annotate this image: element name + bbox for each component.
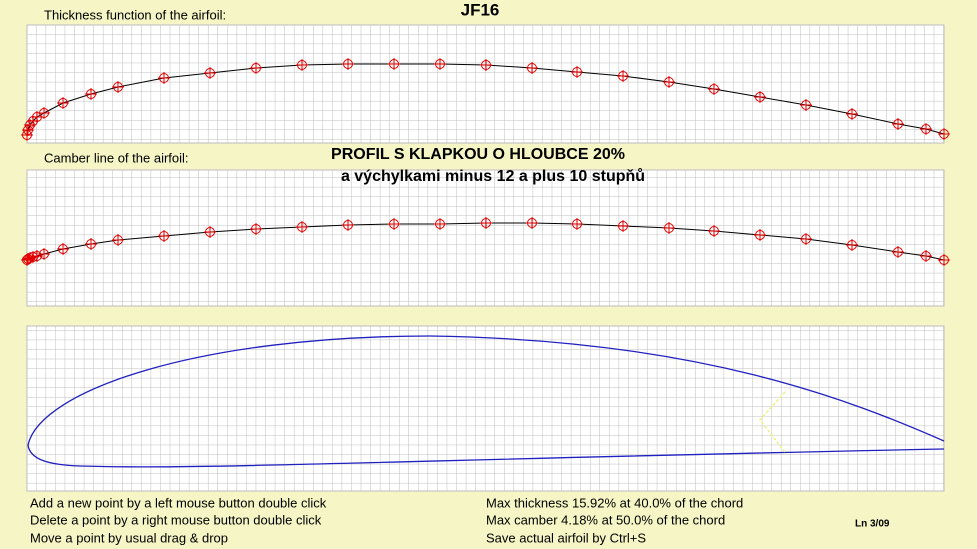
- thickness-point-cross: [296, 59, 308, 71]
- camber-point-cross: [800, 233, 812, 245]
- thickness-point-cross: [920, 123, 932, 135]
- thickness-point-cross: [204, 67, 216, 79]
- thickness-point-cross: [480, 59, 492, 71]
- help-text: Add a new point by a left mouse button d…: [30, 495, 327, 510]
- camber-point-cross: [480, 217, 492, 229]
- annotation: PROFIL S KLAPKOU O HLOUBCE 20%: [331, 146, 625, 163]
- flap-line: [759, 391, 786, 453]
- thickness-point-cross: [846, 108, 858, 120]
- camber-point-cross: [663, 222, 675, 234]
- thickness-point-cross: [85, 88, 97, 100]
- help-text: Delete a point by a right mouse button d…: [30, 512, 322, 527]
- camber-point-cross: [204, 226, 216, 238]
- camber-point-cross: [296, 221, 308, 233]
- thickness-point-cross: [158, 72, 170, 84]
- thickness-point-cross: [938, 128, 950, 140]
- airfoil-outline: [27, 335, 945, 468]
- thickness-point-cross: [57, 97, 69, 109]
- thickness-point-cross: [250, 62, 262, 74]
- stat-text: Save actual airfoil by Ctrl+S: [486, 530, 646, 545]
- camber-point-cross: [57, 243, 69, 255]
- camber-point-cross: [846, 239, 858, 251]
- thickness-point-cross: [342, 58, 354, 70]
- camber-point-cross: [85, 238, 97, 250]
- help-text: Move a point by usual drag & drop: [30, 530, 228, 545]
- camber-point-cross: [754, 229, 766, 241]
- thickness-point-cross: [22, 124, 34, 136]
- camber-point-cross: [22, 253, 34, 265]
- thickness-point-cross: [21, 129, 33, 141]
- camber-point-cross: [38, 248, 50, 260]
- camber-point-cross: [617, 220, 629, 232]
- camber-point-cross: [342, 219, 354, 231]
- thickness-point-cross: [754, 91, 766, 103]
- stat-text: Max thickness 15.92% at 40.0% of the cho…: [486, 495, 743, 510]
- camber-label: Camber line of the airfoil:: [44, 150, 189, 165]
- status: Ln 3/09: [855, 519, 890, 530]
- thickness-point-cross: [617, 70, 629, 82]
- thickness-label: Thickness function of the airfoil:: [44, 7, 226, 22]
- curves: [21, 58, 950, 266]
- camber-point-cross: [708, 225, 720, 237]
- camber-point-cross: [112, 234, 124, 246]
- thickness-point-cross: [708, 83, 720, 95]
- thickness-point-cross: [388, 58, 400, 70]
- annotation: a výchylkami minus 12 a plus 10 stupňů: [341, 168, 645, 185]
- camber-point-cross: [892, 246, 904, 258]
- thickness-point-cross: [112, 81, 124, 93]
- thickness-grid: [26, 24, 945, 144]
- thickness-point-cross: [663, 76, 675, 88]
- camber-point-cross: [250, 223, 262, 235]
- camber-point-cross: [21, 254, 33, 266]
- title: JF16: [461, 0, 500, 19]
- thickness-point-cross: [800, 99, 812, 111]
- camber-point-cross: [920, 250, 932, 262]
- camber-point-cross: [388, 218, 400, 230]
- camber-point-cross: [938, 254, 950, 266]
- stat-text: Max camber 4.18% at 50.0% of the chord: [486, 512, 725, 527]
- camber-point-cross: [158, 230, 170, 242]
- camber-curve: [26, 222, 945, 261]
- camber-point-cross: [526, 217, 538, 229]
- thickness-point-cross: [526, 62, 538, 74]
- camber-point-cross: [571, 218, 583, 230]
- thickness-point-cross: [38, 107, 50, 119]
- thickness-curve: [26, 63, 945, 136]
- thickness-point-cross: [571, 66, 583, 78]
- airfoil-grid: [26, 325, 945, 492]
- thickness-point-cross: [434, 58, 446, 70]
- camber-point-cross: [31, 250, 43, 262]
- thickness-point-cross: [892, 118, 904, 130]
- camber-point-cross: [434, 218, 446, 230]
